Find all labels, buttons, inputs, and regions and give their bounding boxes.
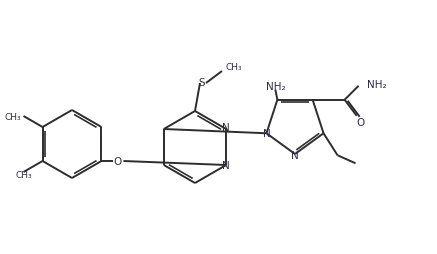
Text: N: N <box>263 129 271 139</box>
Text: N: N <box>291 150 299 160</box>
Text: CH₃: CH₃ <box>5 112 21 121</box>
Text: NH₂: NH₂ <box>367 80 386 89</box>
Text: CH₃: CH₃ <box>15 170 32 179</box>
Text: S: S <box>199 78 205 88</box>
Text: CH₃: CH₃ <box>226 63 243 72</box>
Text: O: O <box>113 156 121 166</box>
Text: N: N <box>222 160 230 170</box>
Text: N: N <box>222 122 230 133</box>
Text: NH₂: NH₂ <box>266 82 285 91</box>
Text: O: O <box>357 117 365 127</box>
